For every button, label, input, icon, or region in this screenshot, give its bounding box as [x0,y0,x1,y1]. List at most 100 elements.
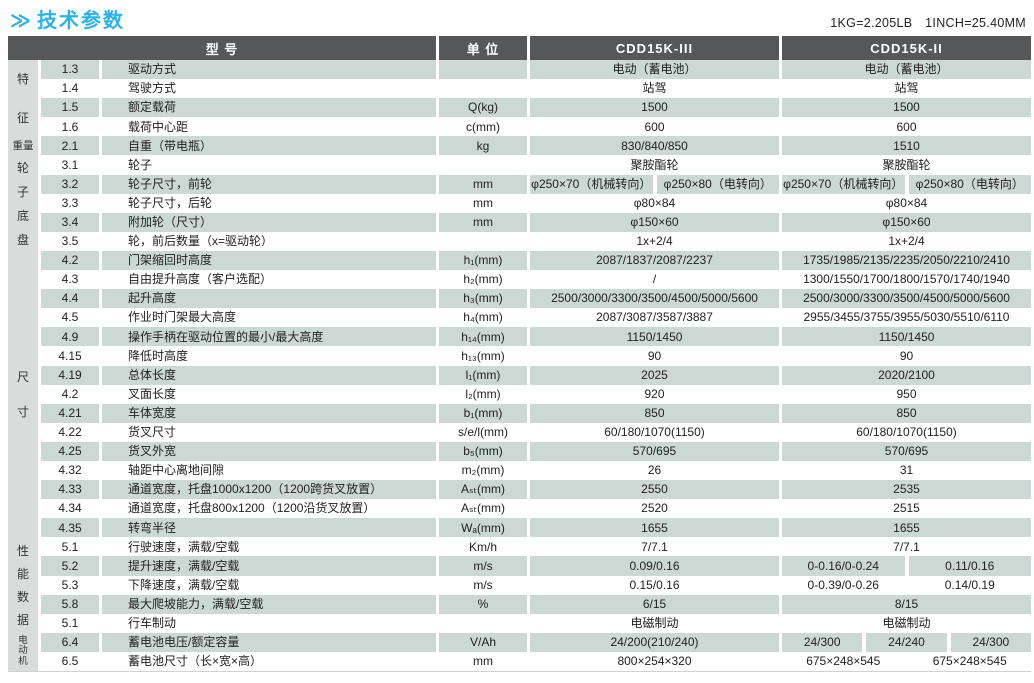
value-cdd15k-iii: 7/7.1 [641,539,668,554]
row-description: 通道宽度，托盘800x1200（1200沿货叉放置） [128,501,376,516]
row-unit: h₁₄(mm) [439,327,527,347]
row-number: 4.22 [58,425,82,440]
value-cdd15k-ii: 675×248×545 675×248×545 [782,652,1031,671]
row-unit [439,79,527,98]
row-unit: mm [439,212,527,232]
value-cdd15k-ii: 电动（蓄电池） [782,60,1031,80]
value-cdd15k-iii: 850 [530,403,779,423]
row-number: 4.35 [41,518,99,538]
value-cdd15k-ii: 24/300 24/240 24/300 [782,632,1031,652]
row-unit: h₃(mm) [439,289,527,309]
row-unit: m/s [439,556,527,576]
value-cdd15k-iii: 0.09/0.16 [530,556,779,576]
row-unit [439,155,527,174]
row-number: 4.15 [58,348,82,363]
row-unit: Aₛₜ(mm) [460,501,505,516]
row-unit: b₅(mm) [439,441,527,461]
row-number: 5.1 [61,539,79,554]
row-unit: V/Ah [439,632,527,652]
row-unit: b₁(mm) [439,403,527,423]
double-chevron-icon: ≫ [10,10,31,32]
row-number: 2.1 [41,136,99,156]
value-subcell: 675×248×545 [806,654,881,669]
value-subcell: 0-0.16/0-0.24 [782,556,905,576]
group-label-char: 盘 [16,232,29,247]
row-unit: h₁(mm) [439,250,527,271]
page-title: 技术参数 [36,10,125,32]
row-number: 1.5 [41,98,99,118]
value-cdd15k-iii: 600 [644,119,665,134]
row-description: 蓄电池尺寸（长×宽×高） [128,654,263,669]
value-cdd15k-ii: φ150×60 [782,212,1031,232]
value-cdd15k-iii: 830/840/850 [530,136,779,156]
row-description: 额定载荷 [102,98,436,118]
row-number: 6.4 [41,632,99,652]
value-cdd15k-ii: 90 [899,348,914,363]
row-description: 门架缩回时高度 [102,250,436,271]
row-description: 叉面长度 [128,386,177,401]
row-description: 自重（带电瓶） [102,136,436,156]
header-model: 型 号 [8,36,436,60]
group-label-char: 子 [16,184,29,199]
value-cdd15k-iii: 24/200(210/240) [530,632,779,652]
row-number: 1.6 [61,119,79,134]
value-cdd15k-ii: 2955/3455/3755/3955/5030/5510/6110 [803,310,1010,325]
value-cdd15k-iii: 1655 [530,518,779,538]
value-cdd15k-iii: 26 [647,463,662,478]
value-subcell: 0.11/0.16 [908,556,1031,576]
value-cdd15k-iii: φ80×84 [633,195,676,210]
value-cdd15k-iii: 0.15/0.16 [629,577,680,592]
value-cdd15k-iii: 电磁制动 [630,615,679,630]
value-subcell: 24/300 [950,632,1031,652]
value-cdd15k-ii: 1735/1985/2135/2235/2050/2210/2410 [782,250,1031,271]
value-cdd15k-ii: 1510 [782,136,1031,156]
value-subcell: 675×248×545 [932,654,1007,669]
value-cdd15k-iii: / [652,272,657,287]
row-description: 操作手柄在驱动位置的最小/最大高度 [102,327,436,347]
row-number: 1.4 [61,81,79,96]
row-number: 4.3 [61,272,79,287]
group-label-char: 底 [16,208,29,223]
value-cdd15k-ii: 600 [896,119,917,134]
title-bar: ≫ 技术参数 1KG=2.205LB 1INCH=25.40MM [0,0,1034,36]
value-cdd15k-iii: 电动（蓄电池） [530,60,779,80]
group-label: 性能数据 [8,537,38,633]
row-number: 4.25 [41,441,99,461]
row-unit [439,232,527,251]
row-unit: m/s [473,577,493,592]
value-cdd15k-ii: 2500/3000/3300/3500/4500/5000/5600 [782,289,1031,309]
value-cdd15k-ii: 2020/2100 [782,365,1031,385]
row-unit: mm [473,195,493,210]
row-number: 4.4 [41,289,99,309]
value-cdd15k-ii: φ250×70（机械转向） φ250×80（电转向） [782,174,1031,194]
row-description: 轴距中心离地间隙 [128,463,225,478]
value-cdd15k-iii: 1150/1450 [530,327,779,347]
group-label-char: 能 [16,567,29,582]
group-label-char: 机 [18,656,28,668]
value-cdd15k-ii: 31 [899,463,914,478]
row-unit: c(mm) [466,119,500,134]
value-cdd15k-ii: 0-0.16/0-0.24 0.11/0.16 [782,556,1031,576]
group-label-char: 动 [18,645,28,657]
row-unit: mm [473,654,493,669]
value-cdd15k-iii: 1500 [530,98,779,118]
value-cdd15k-iii: 2520 [641,501,668,516]
row-description: 蓄电池电压/额定容量 [102,632,436,652]
row-description: 附加轮（尺寸） [102,212,436,232]
row-number: 3.4 [41,212,99,232]
value-cdd15k-iii: 570/695 [530,441,779,461]
group-label-char: 尺 [16,370,29,385]
row-description: 下降速度，满载/空载 [128,577,240,592]
row-description: 驾驶方式 [128,81,177,96]
value-cdd15k-iii: 2025 [530,365,779,385]
group-label-char: 轮 [16,160,29,175]
row-unit: Aₛₜ(mm) [439,480,527,500]
row-description: 轮子尺寸，后轮 [128,195,213,210]
value-cdd15k-ii: 950 [896,386,917,401]
row-unit: h₁₃(mm) [461,348,505,363]
value-subcell: 24/300 [782,632,863,652]
row-unit [439,614,527,633]
row-description: 总体长度 [102,365,436,385]
value-cdd15k-ii: 电磁制动 [882,615,931,630]
group-label-char: 据 [16,613,29,628]
